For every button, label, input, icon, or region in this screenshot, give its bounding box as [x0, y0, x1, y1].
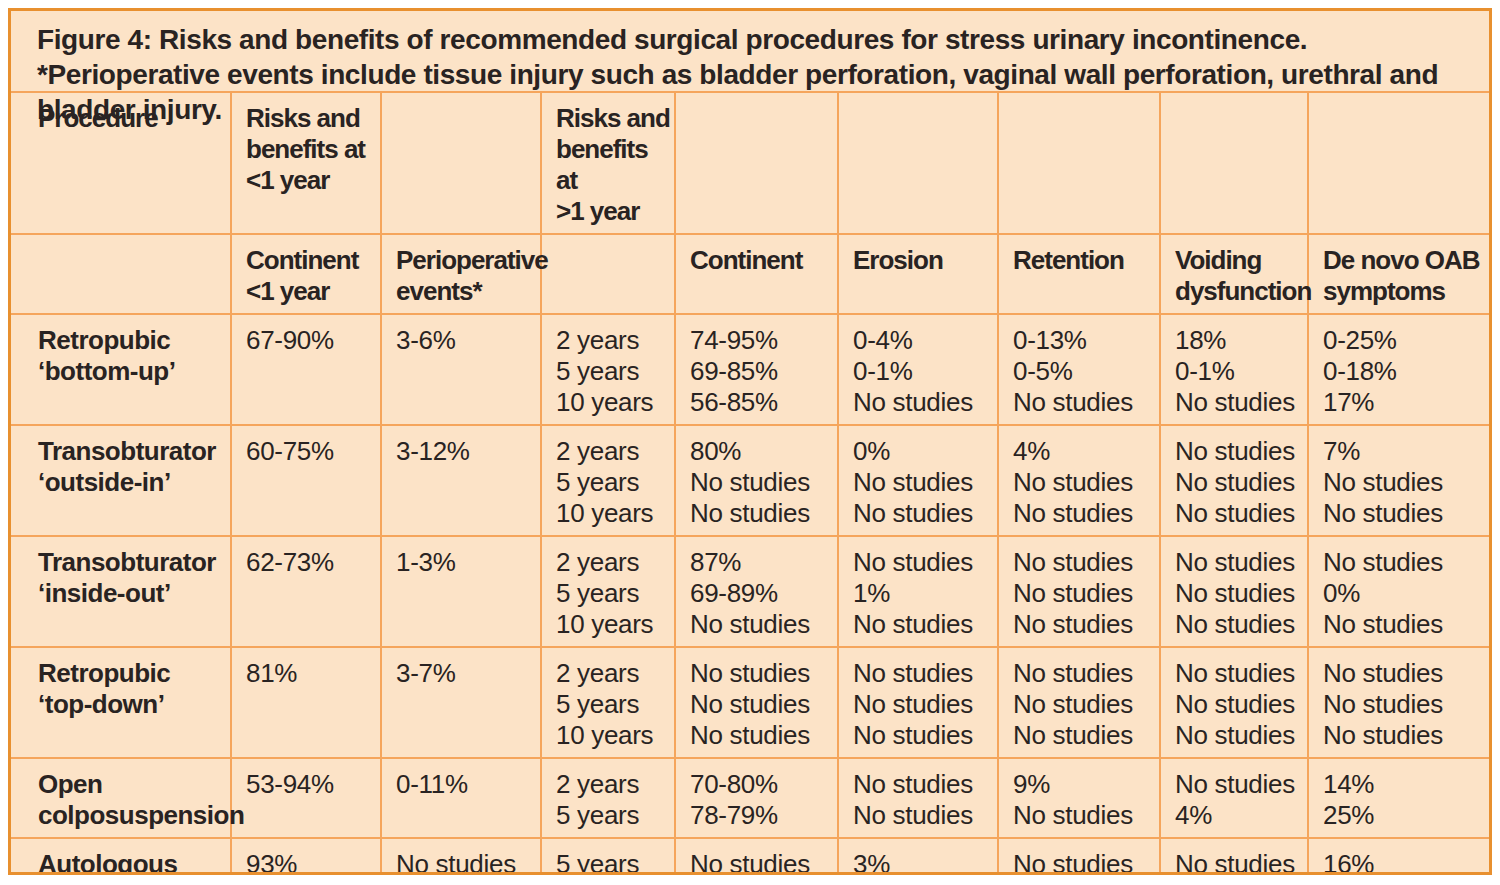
table-cell: No studies No studies No studies	[1160, 425, 1308, 536]
table-cell: 81%	[231, 647, 381, 758]
table-cell: 0% No studies No studies	[838, 425, 998, 536]
column-header-retention: Retention	[998, 234, 1160, 314]
table-cell: No studies	[1160, 838, 1308, 875]
table-cell: No studies No studies No studies	[998, 647, 1160, 758]
table-cell: 93%	[231, 838, 381, 875]
table-cell: 16%	[1308, 838, 1489, 875]
table-cell: No studies No studies No studies	[675, 647, 838, 758]
column-header-risks-over-1-year: Risks and benefits at >1 year	[541, 93, 675, 234]
table-row-transobturator-inside-out: Transobturator ‘inside-out’ 62-73% 1-3% …	[11, 536, 1489, 647]
table-cell: 74-95% 69-85% 56-85%	[675, 314, 838, 425]
table-cell: 62-73%	[231, 536, 381, 647]
table-row-retropubic-bottom-up: Retropubic ‘bottom-up’ 67-90% 3-6% 2 yea…	[11, 314, 1489, 425]
figure-container: Figure 4: Risks and benefits of recommen…	[8, 8, 1492, 875]
table-cell: 4% No studies No studies	[998, 425, 1160, 536]
table-header-row-groups: Procedure Risks and benefits at <1 year …	[11, 93, 1489, 234]
column-header-blank	[541, 234, 675, 314]
column-header-blank	[675, 93, 838, 234]
table-cell: 1-3%	[381, 536, 541, 647]
table-cell: 0-13% 0-5% No studies	[998, 314, 1160, 425]
column-header-erosion: Erosion	[838, 234, 998, 314]
column-header-continent: Continent	[675, 234, 838, 314]
table-cell: No studies No studies No studies	[838, 647, 998, 758]
table-cell: 0-11%	[381, 758, 541, 838]
table-row-retropubic-top-down: Retropubic ‘top-down’ 81% 3-7% 2 years 5…	[11, 647, 1489, 758]
table-cell: 3%	[838, 838, 998, 875]
procedure-cell: Transobturator ‘inside-out’	[11, 536, 231, 647]
column-header-risks-under-1-year: Risks and benefits at <1 year	[231, 93, 381, 234]
table-cell: No studies	[381, 838, 541, 875]
procedure-cell: Transobturator ‘outside-in’	[11, 425, 231, 536]
procedure-cell: Open colposuspension	[11, 758, 231, 838]
table-cell: No studies 1% No studies	[838, 536, 998, 647]
column-header-perioperative-events: Perioperative events*	[381, 234, 541, 314]
table-cell: 0-4% 0-1% No studies	[838, 314, 998, 425]
table-cell: 9% No studies	[998, 758, 1160, 838]
column-header-voiding-dysfunction: Voiding dysfunction	[1160, 234, 1308, 314]
column-header-blank	[11, 234, 231, 314]
figure-title: Figure 4: Risks and benefits of recommen…	[37, 22, 1469, 57]
table-cell: No studies No studies No studies	[1160, 647, 1308, 758]
table-cell: 0-25% 0-18% 17%	[1308, 314, 1489, 425]
column-header-blank	[381, 93, 541, 234]
table-row-open-colposuspension: Open colposuspension 53-94% 0-11% 2 year…	[11, 758, 1489, 838]
table-cell: 2 years 5 years	[541, 758, 675, 838]
risks-benefits-table: Procedure Risks and benefits at <1 year …	[11, 93, 1489, 875]
table-row-autologous-rectus-fascial-sling: Autologous rectus fascial sling 93% No s…	[11, 838, 1489, 875]
column-header-continent-under-1-year: Continent <1 year	[231, 234, 381, 314]
table-cell: 2 years 5 years 10 years	[541, 647, 675, 758]
table-cell: 53-94%	[231, 758, 381, 838]
table-cell: No studies	[675, 838, 838, 875]
table-cell: No studies 0% No studies	[1308, 536, 1489, 647]
table-cell: 3-6%	[381, 314, 541, 425]
procedure-cell: Retropubic ‘bottom-up’	[11, 314, 231, 425]
table-row-transobturator-outside-in: Transobturator ‘outside-in’ 60-75% 3-12%…	[11, 425, 1489, 536]
table-cell: No studies No studies No studies	[1160, 536, 1308, 647]
column-header-blank	[1308, 93, 1489, 234]
column-header-blank	[838, 93, 998, 234]
table-cell: 2 years 5 years 10 years	[541, 314, 675, 425]
table-cell: No studies No studies	[838, 758, 998, 838]
table-cell: 3-12%	[381, 425, 541, 536]
table-header-row-measures: Continent <1 year Perioperative events* …	[11, 234, 1489, 314]
table-cell: 67-90%	[231, 314, 381, 425]
table-cell: 3-7%	[381, 647, 541, 758]
table-cell: No studies No studies No studies	[1308, 647, 1489, 758]
procedure-cell: Autologous rectus fascial sling	[11, 838, 231, 875]
figure-caption: Figure 4: Risks and benefits of recommen…	[11, 11, 1489, 93]
table-cell: 70-80% 78-79%	[675, 758, 838, 838]
table-cell: No studies 4%	[1160, 758, 1308, 838]
table-cell: 2 years 5 years 10 years	[541, 536, 675, 647]
table-cell: 18% 0-1% No studies	[1160, 314, 1308, 425]
table-cell: No studies	[998, 838, 1160, 875]
column-header-blank	[998, 93, 1160, 234]
column-header-blank	[1160, 93, 1308, 234]
procedure-cell: Retropubic ‘top-down’	[11, 647, 231, 758]
table-cell: 14% 25%	[1308, 758, 1489, 838]
table-cell: 5 years	[541, 838, 675, 875]
table-cell: 87% 69-89% No studies	[675, 536, 838, 647]
table-cell: 60-75%	[231, 425, 381, 536]
column-header-de-novo-oab: De novo OAB symptoms	[1308, 234, 1489, 314]
table-cell: 7% No studies No studies	[1308, 425, 1489, 536]
table-cell: No studies No studies No studies	[998, 536, 1160, 647]
table-cell: 80% No studies No studies	[675, 425, 838, 536]
table-cell: 2 years 5 years 10 years	[541, 425, 675, 536]
